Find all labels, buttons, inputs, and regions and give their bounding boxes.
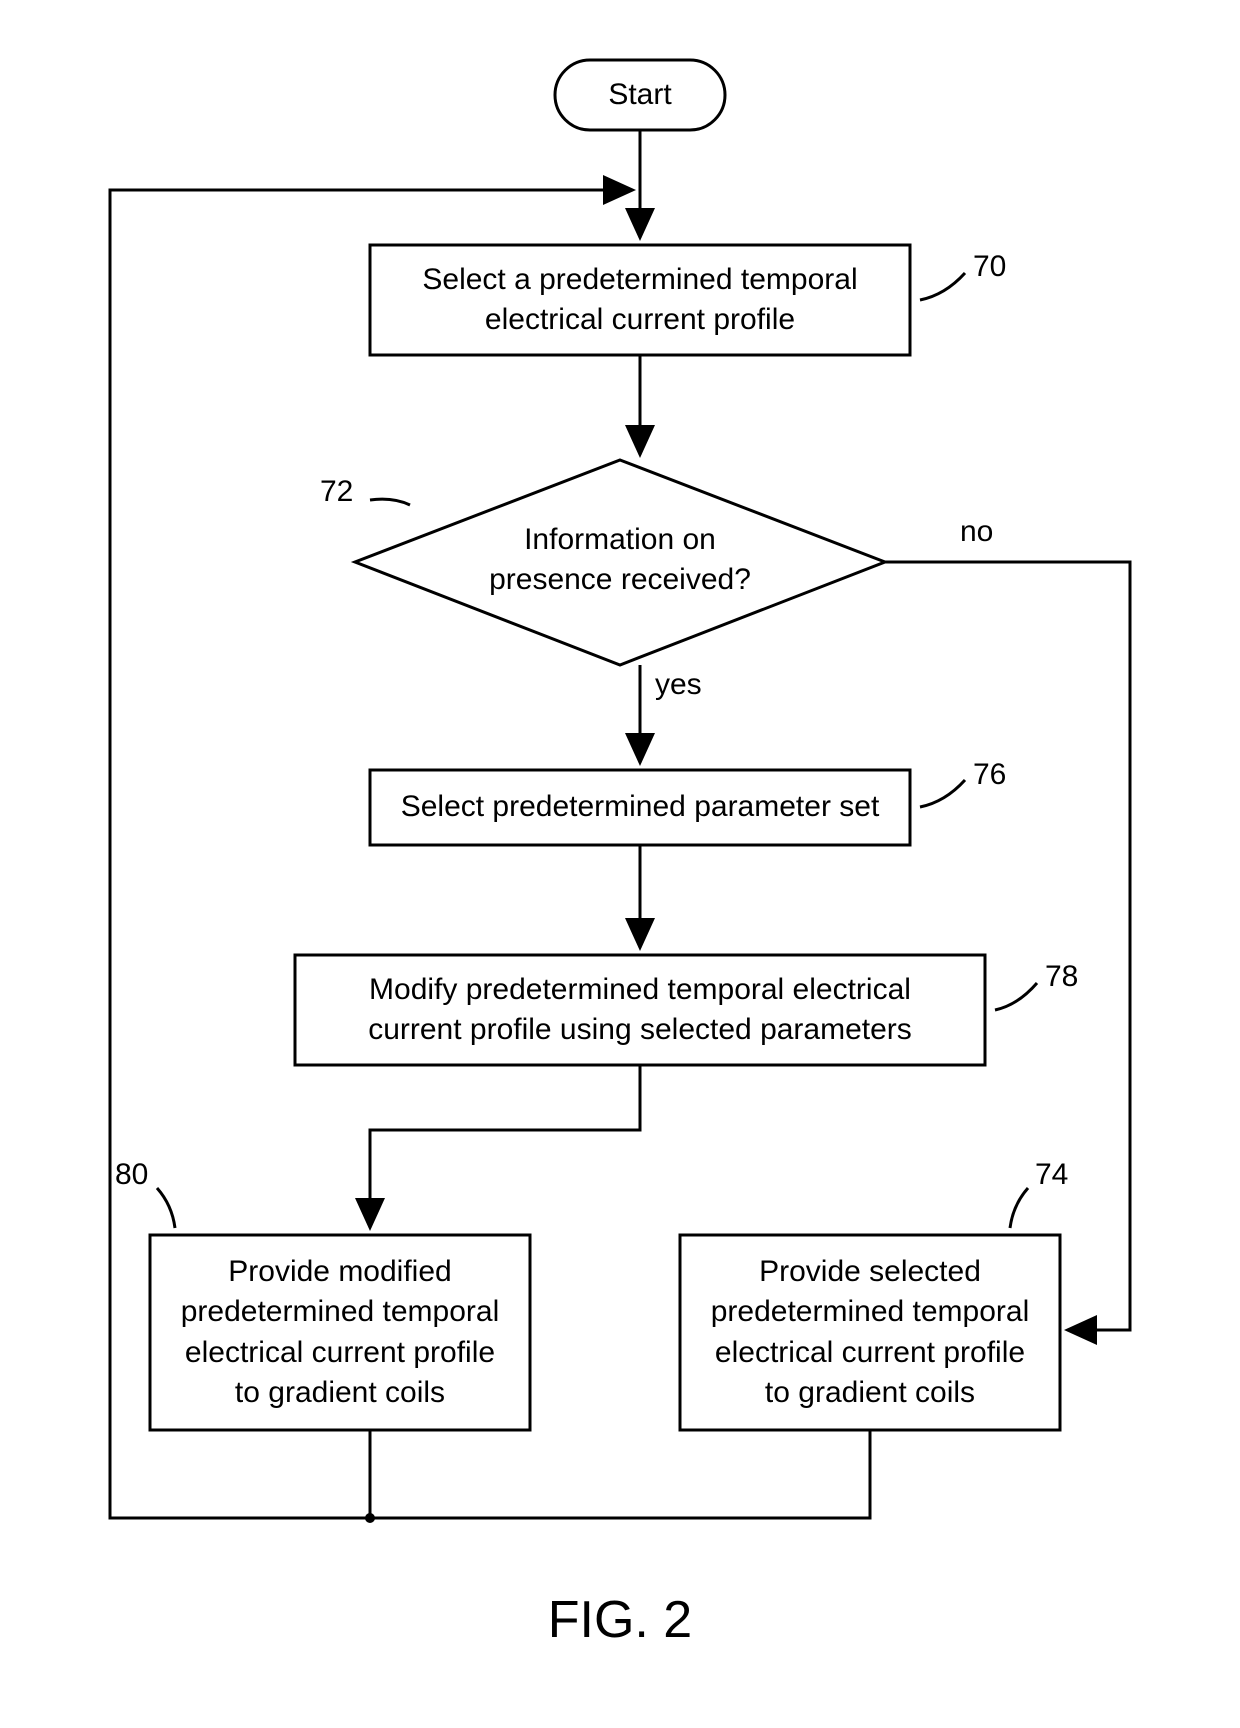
leader-74 — [1010, 1188, 1028, 1228]
step78-label: Modify predetermined temporal electrical… — [295, 955, 985, 1065]
decision72-label: Information on presence received? — [420, 500, 820, 620]
ref-80: 80 — [115, 1158, 148, 1192]
edge-label-yes: yes — [655, 668, 702, 702]
leader-78 — [995, 983, 1037, 1010]
step76-label: Select predetermined parameter set — [370, 770, 910, 845]
ref-72: 72 — [320, 475, 353, 509]
ref-74: 74 — [1035, 1158, 1068, 1192]
ref-78: 78 — [1045, 960, 1078, 994]
edge-78-80 — [370, 1065, 640, 1228]
step80-label: Provide modified predetermined temporal … — [150, 1235, 530, 1430]
edge-label-no: no — [960, 515, 993, 549]
figure-label: FIG. 2 — [0, 1590, 1240, 1650]
edge-72-74 — [885, 562, 1130, 1330]
step70-label: Select a predetermined temporal electric… — [370, 245, 910, 355]
leader-70 — [920, 273, 965, 300]
leader-76 — [920, 780, 965, 807]
edge-74-merge — [370, 1430, 870, 1518]
leader-80 — [157, 1188, 175, 1228]
leader-72 — [370, 499, 410, 505]
ref-70: 70 — [973, 250, 1006, 284]
ref-76: 76 — [973, 758, 1006, 792]
step74-label: Provide selected predetermined temporal … — [680, 1235, 1060, 1430]
start-label: Start — [555, 60, 725, 130]
